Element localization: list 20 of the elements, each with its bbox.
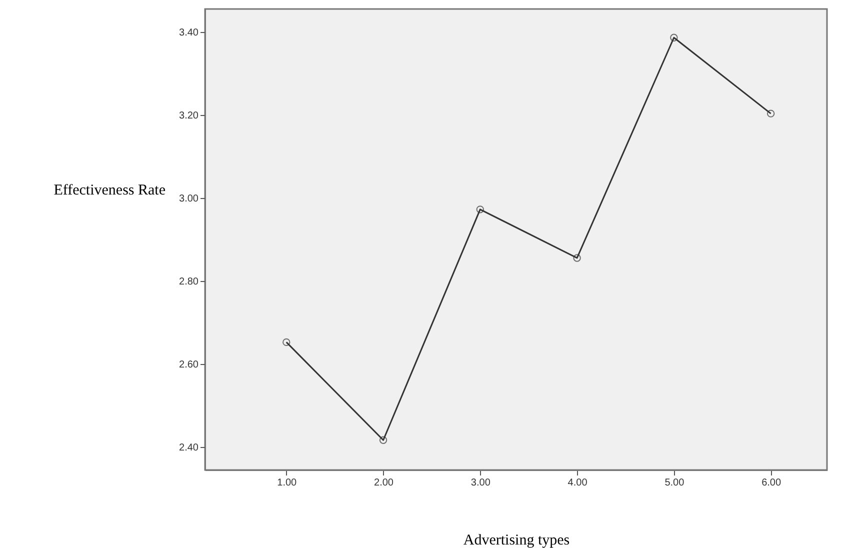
y-tick-label: 3.20 [179,110,199,122]
point [476,206,484,214]
x-tick-label: 3.00 [470,478,491,488]
y-tick-label: 3.40 [179,27,199,38]
y-tick-label: 2.80 [179,276,199,288]
point [670,34,678,42]
x-tick-label: 1.00 [277,478,298,488]
point [766,110,775,118]
x-tick-label: 5.00 [664,478,685,488]
x-tick-label: 6.00 [762,478,782,488]
x-tick-label: 4.00 [568,478,588,488]
y-tick-label: 2.60 [179,359,199,370]
x-tick-label: 2.00 [374,478,394,488]
point [573,254,581,262]
point [282,338,290,346]
y-tick-label: 2.40 [179,442,199,454]
point [379,436,388,444]
y-axis-title: Effectiveness Rate [54,182,166,198]
y-tick-label: 3.00 [179,193,199,204]
x-axis-title: Advertising types [463,532,570,548]
